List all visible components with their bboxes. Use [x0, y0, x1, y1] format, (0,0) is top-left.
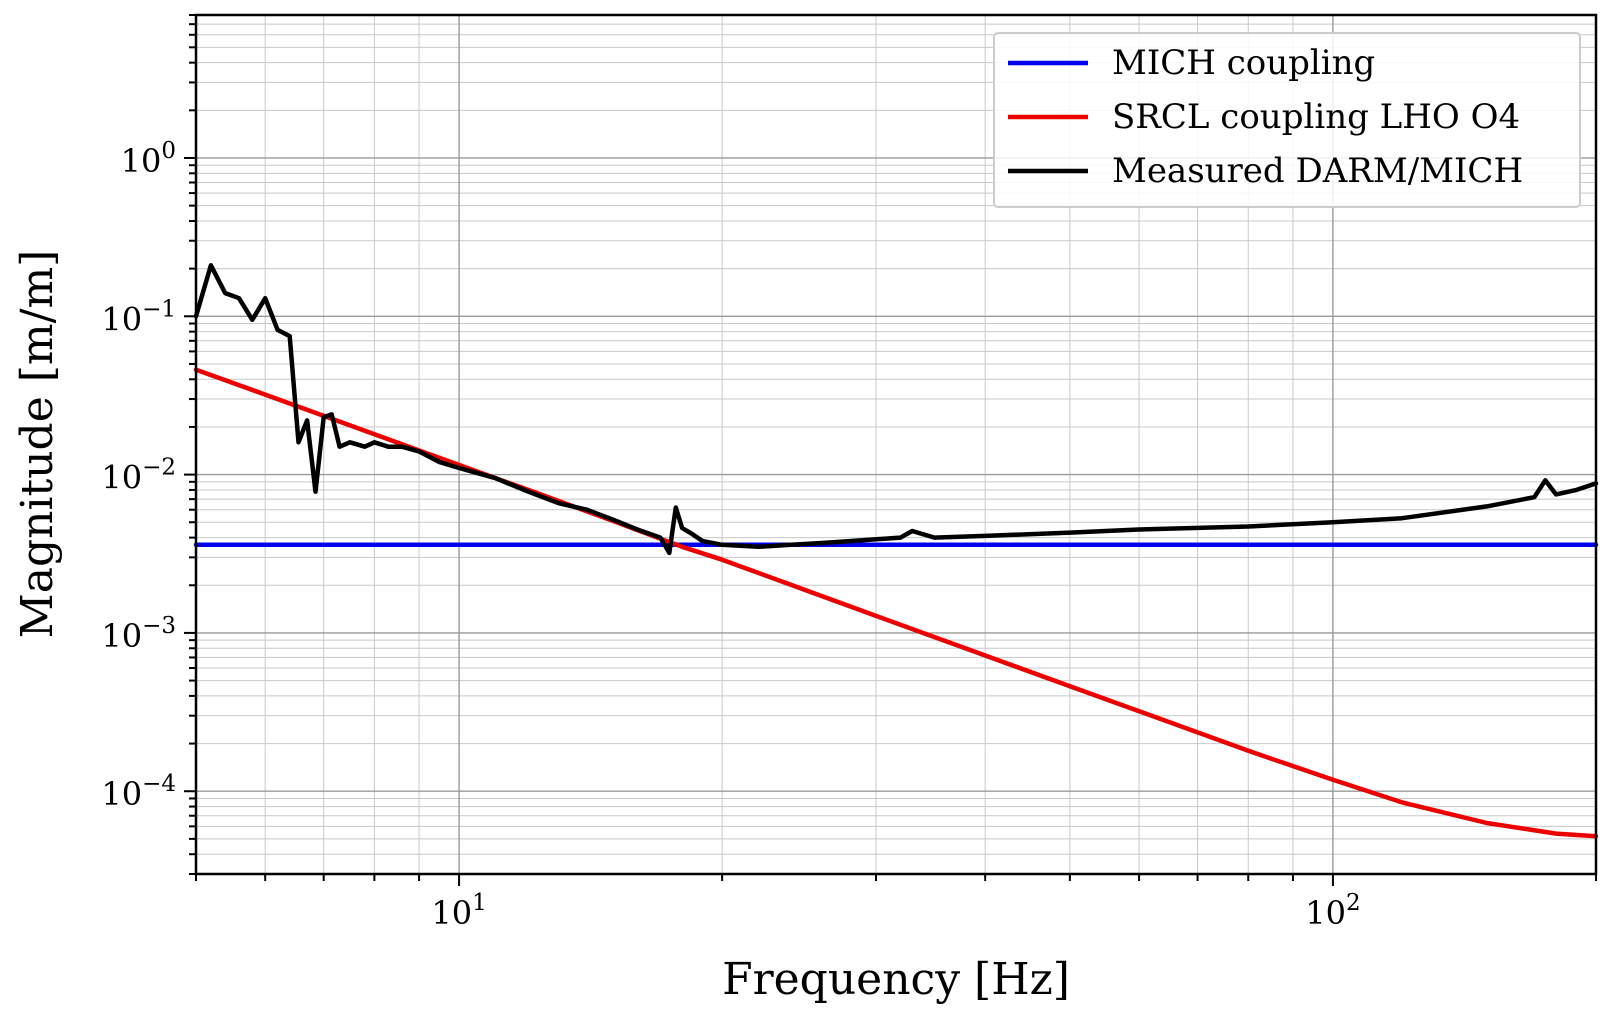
- axis-ticks: 101 102 10−4 10−3 10−2 10−1 100: [101, 14, 1597, 932]
- plot-lines: [193, 263, 1599, 839]
- plot-frame: [194, 13, 1598, 876]
- y-axis-title: Magnitude [m/m]: [12, 250, 63, 639]
- series-line-measured-darm-mich: [193, 263, 1599, 556]
- legend-label: MICH coupling: [1112, 43, 1375, 83]
- legend: MICH coupling SRCL coupling LHO O4 Measure…: [993, 32, 1581, 208]
- y-tick-label: 100: [121, 138, 176, 180]
- legend-box: [993, 32, 1581, 208]
- x-tick-label: 102: [1305, 890, 1360, 932]
- x-tick-label: 101: [431, 890, 486, 932]
- legend-label: Measured DARM/MICH: [1112, 151, 1523, 191]
- y-tick-label: 10−1: [101, 296, 176, 338]
- legend-label: SRCL coupling LHO O4: [1112, 97, 1520, 137]
- series-line-srcl-coupling-lho-o4: [193, 367, 1599, 839]
- y-tick-label: 10−3: [101, 613, 176, 655]
- y-tick-label: 10−4: [101, 771, 176, 813]
- y-tick-label: 10−2: [101, 455, 176, 497]
- x-axis-title: Frequency [Hz]: [722, 954, 1070, 1005]
